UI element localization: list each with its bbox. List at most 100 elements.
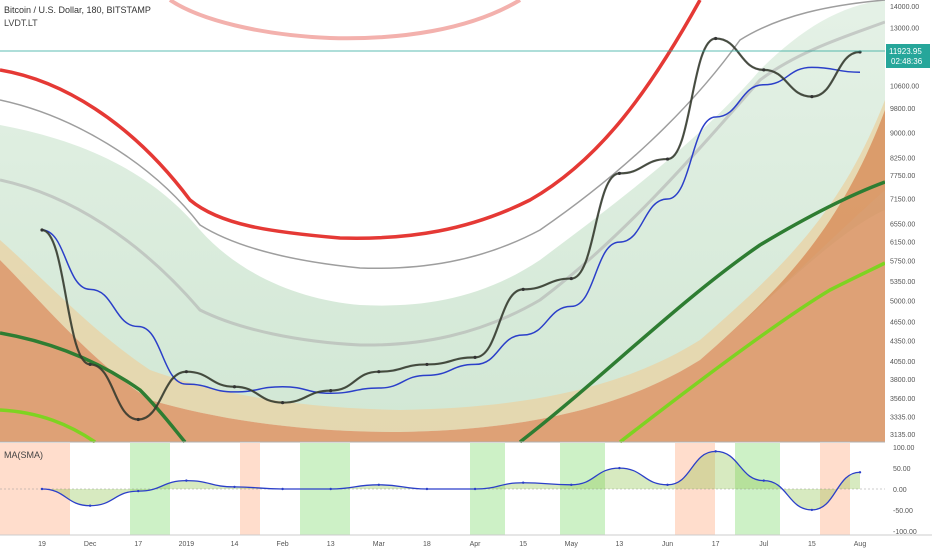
time-tick-label: 2019 [179,541,195,548]
oscillator-group [40,450,862,512]
time-tick-label: 15 [808,541,816,548]
osc-tick-label: 100.00 [893,445,915,452]
osc-point [762,479,765,482]
price-tick-label: 4050.00 [890,359,915,366]
price-point [377,370,381,374]
price-tick-label: 4350.00 [890,338,915,345]
price-tick-label: 6550.00 [890,221,915,228]
time-tick-label: 18 [423,541,431,548]
osc-tick-label: -50.00 [893,508,913,515]
price-tick-label: 10600.00 [890,84,919,91]
countdown-text: 02:48:36 [891,57,923,66]
envelope-lines [0,0,886,444]
time-tick-label: 14 [231,541,239,548]
time-tick-label: Jun [662,541,673,548]
price-tick-label: 5000.00 [890,299,915,306]
red-curve-main [0,0,702,240]
sub-pane-label: MA(SMA) [4,450,43,460]
time-tick-label: 15 [519,541,527,548]
time-tick-label: Feb [277,541,289,548]
shade-red-1 [0,443,70,535]
price-tick-label: 9000.00 [890,130,915,137]
last-price-tag: 11923.95 02:48:36 [0,44,930,68]
chart-title: Bitcoin / U.S. Dollar, 180, BITSTAMP [4,5,151,15]
price-point [569,276,573,281]
price-tick-label: 3135.00 [890,432,915,439]
price-point [665,157,670,161]
green-band [0,0,885,432]
osc-point [810,508,814,512]
price-tick-label: 7150.00 [890,196,915,203]
osc-point [40,487,44,491]
price-tick-label: 6150.00 [890,239,915,246]
envelope-bands [0,0,885,442]
osc-tick-label: 50.00 [893,466,911,473]
price-point [762,68,766,72]
price-point [88,362,92,367]
osc-area [42,451,860,510]
price-point [232,385,237,389]
price-tick-label: 5750.00 [890,259,915,266]
price-point [617,171,622,175]
price-point [473,355,477,359]
time-axis: 19 Dec 17 2019 14 Feb 13 Mar 18 Apr 15 May 13 Jun 17 Ju… [38,541,866,548]
osc-line [41,450,861,511]
price-tick-label: 5350.00 [890,279,915,286]
osc-point [377,483,381,487]
price-point [521,287,525,291]
price-point [329,389,333,393]
time-tick-label: Mar [373,541,386,548]
price-point [714,36,718,41]
osc-point [185,479,188,482]
price-point [425,362,429,367]
osc-point [858,471,862,474]
last-price-box [886,44,930,68]
price-tick-label: 7750.00 [890,173,915,180]
time-tick-label: 13 [616,541,624,548]
price-point [184,370,188,374]
oscillator-axis: 100.00 50.00 0.00 -50.00 -100.00 [893,445,917,536]
osc-point [521,481,525,484]
price-point [136,417,140,422]
price-tick-label: 3560.00 [890,396,915,403]
time-tick-label: Dec [84,541,97,548]
osc-tick-label: 0.00 [893,487,907,494]
time-tick-label: 17 [712,541,720,548]
osc-point [233,485,236,489]
time-tick-label: May [565,541,579,548]
price-tick-label: 8250.00 [890,155,915,162]
time-tick-label: Apr [470,541,482,548]
osc-point [666,483,669,487]
price-point [810,95,814,99]
price-series-group [40,36,862,422]
price-tick-label: 3800.00 [890,377,915,384]
price-tick-label: 13000.00 [890,25,919,32]
osc-point [714,450,717,453]
light-green-curve [0,261,886,444]
osc-point [281,487,284,491]
price-tick-label: 3335.00 [890,414,915,421]
orange-band [0,110,885,442]
osc-point [137,489,140,493]
price-axis: 14000.00 13000.00 10600.00 9800.00 9000.00 82… [890,4,919,439]
sub-pane [0,443,885,535]
price-axis-bg [885,0,932,535]
dark-green-curve [0,180,886,444]
price-tick-label: 4650.00 [890,319,915,326]
osc-point [570,483,573,487]
red-curve-top [168,0,522,41]
time-tick-label: 13 [327,541,335,548]
time-tick-label: Aug [854,541,867,548]
price-point [280,401,285,405]
price-tick-label: 9800.00 [890,106,915,113]
osc-point [329,487,332,491]
indicator-label: LVDT.LT [4,18,38,28]
osc-point [88,504,92,507]
osc-point [473,487,477,491]
last-price-text: 11923.95 [889,47,922,56]
time-tick-label: 19 [38,541,46,548]
gray-curve [0,0,886,270]
osc-tick-label: -100.00 [893,529,917,536]
